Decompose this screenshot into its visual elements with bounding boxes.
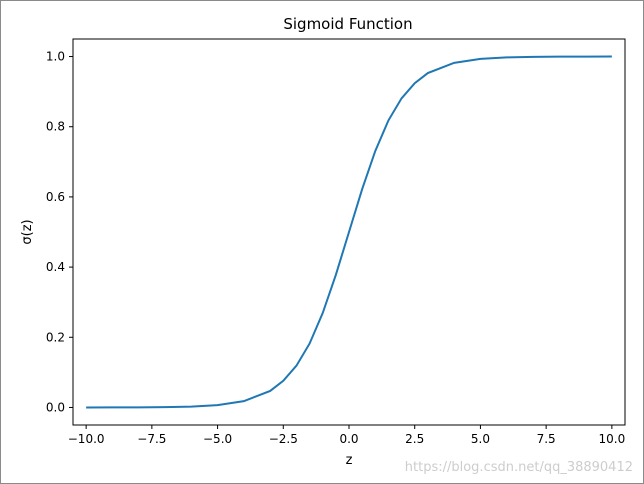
y-tick-label: 0.0 [46, 400, 65, 414]
sigmoid-curve [86, 55, 612, 409]
x-tick-label: −7.5 [137, 432, 166, 446]
x-tick-label: 5.0 [471, 432, 490, 446]
x-tick-label: 2.5 [405, 432, 424, 446]
y-tick-label: 0.2 [46, 330, 65, 344]
y-tick-label: 0.8 [46, 120, 65, 134]
x-tick-label: −10.0 [68, 432, 105, 446]
x-tick-label: 0.0 [339, 432, 358, 446]
x-tick-label: −2.5 [269, 432, 298, 446]
x-axis-label: z [346, 453, 353, 468]
y-tick-label: 0.6 [46, 190, 65, 204]
y-axis-ticks: 0.0 0.2 0.4 0.6 0.8 1.0 [46, 50, 73, 414]
y-tick-label: 1.0 [46, 50, 65, 64]
watermark-text: https://blog.csdn.net/qq_38890412 [404, 460, 633, 475]
y-axis-label: σ(z) [20, 219, 35, 244]
x-axis-ticks: −10.0 −7.5 −5.0 −2.5 0.0 2.5 5.0 7.5 10.0 [68, 425, 625, 446]
y-tick-label: 0.4 [46, 260, 65, 274]
chart-title: Sigmoid Function [283, 15, 412, 33]
x-tick-label: 7.5 [537, 432, 556, 446]
x-tick-label: −5.0 [203, 432, 232, 446]
x-tick-label: 10.0 [598, 432, 625, 446]
